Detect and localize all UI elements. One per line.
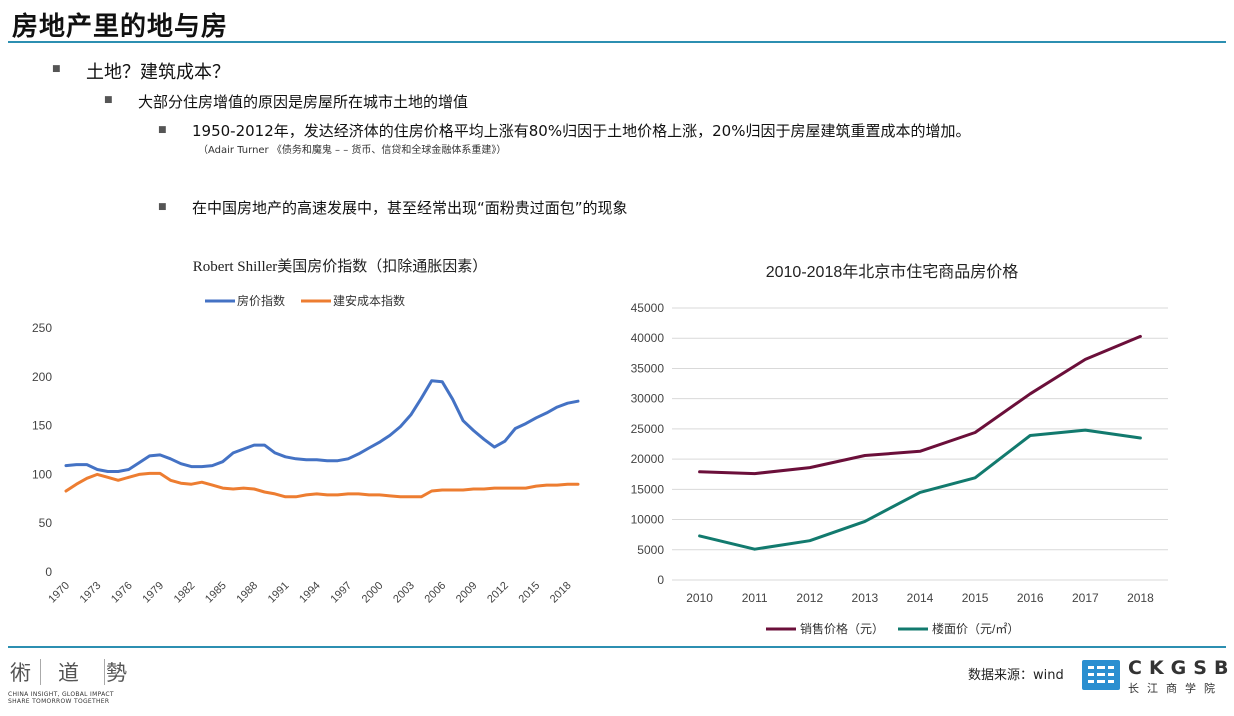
x-tick-label: 1979 [140,580,166,606]
x-tick-label: 2015 [517,580,543,606]
x-tick-label: 2016 [1017,591,1044,605]
chart1-title: Robert Shiller美国房价指数（扣除通胀因素） [193,258,488,275]
x-tick-label: 2012 [485,580,511,606]
y-tick-label: 5000 [637,543,664,557]
y-tick-label: 250 [32,321,52,335]
beijing-price-chart: 2010-2018年北京市住宅商品房价格 0 5000 10000 15000 2000… [631,263,1168,636]
shiller-chart: Robert Shiller美国房价指数（扣除通胀因素） 0 50 100 150 20… [32,258,580,606]
logo-char: 術 [10,661,31,685]
ckgsb-wordmark: CKGSB [1128,657,1234,679]
series-line-0 [64,379,580,473]
logo-char: 勢 [106,661,127,685]
ckgsb-chinese: 长江商学院 [1128,682,1223,695]
x-tick-label: 1994 [297,580,323,606]
y-tick-label: 0 [657,573,664,587]
x-tick-label: 2018 [1127,591,1154,605]
y-tick-label: 150 [32,419,52,433]
x-tick-label: 2011 [742,591,768,605]
x-tick-label: 2012 [796,591,823,605]
y-tick-label: 40000 [631,331,665,345]
bullet-1950-2012: 1950-2012年，发达经济体的住房价格平均上涨有80%归因于土地价格上涨，2… [192,122,971,140]
x-tick-label: 2000 [360,580,386,606]
x-tick-label: 2014 [907,591,934,605]
bullet-flour-bread: 在中国房地产的高速发展中，甚至经常出现“面粉贵过面包”的现象 [192,199,628,217]
legend-label: 建安成本指数 [333,293,405,308]
y-tick-label: 20000 [631,452,665,466]
bullet-marker: ■ [52,64,61,74]
y-tick-label: 100 [32,467,52,481]
y-tick-label: 200 [32,370,52,384]
x-tick-label: 2009 [454,580,480,606]
legend-label: 房价指数 [237,293,285,308]
x-tick-label: 2017 [1072,591,1099,605]
footer-divider [8,646,1226,648]
x-tick-label: 1991 [266,580,292,606]
series-line-0 [698,334,1142,476]
school-motto-logo: 術 道 勢 CHINA INSIGHT, GLOBAL IMPACT SHARE… [8,655,148,705]
bullet-marker: ■ [158,125,167,135]
x-tick-label: 2018 [548,580,574,606]
x-tick-label: 1988 [234,580,260,606]
y-tick-label: 10000 [631,513,665,527]
y-tick-label: 35000 [631,361,665,375]
bullet-marker: ■ [158,202,167,212]
series-line-1 [64,471,580,499]
x-tick-label: 2006 [422,580,448,606]
logo-tagline-2: SHARE TOMORROW TOGETHER [8,698,110,705]
logo-char: 道 [58,661,79,685]
series-line-1 [698,428,1142,551]
y-tick-label: 50 [39,516,53,530]
data-source: 数据来源：wind [968,668,1064,683]
x-tick-label: 2010 [686,591,713,605]
legend-label: 楼面价（元/㎡） [932,621,1019,636]
y-tick-label: 0 [45,565,52,579]
x-tick-label: 1970 [46,580,72,606]
x-tick-label: 1985 [203,580,229,606]
x-tick-label: 1973 [78,580,104,606]
x-tick-label: 1976 [109,580,135,606]
x-tick-label: 2013 [852,591,879,605]
x-tick-label: 1997 [328,580,354,606]
chart2-title: 2010-2018年北京市住宅商品房价格 [766,263,1019,281]
page-title: 房地产里的地与房 [12,12,229,42]
bullet-land-or-cost: 土地？建筑成本？ [86,62,230,83]
x-tick-label: 2003 [391,580,417,606]
bullet-marker: ■ [104,95,113,105]
y-tick-label: 45000 [631,301,665,315]
legend-label: 销售价格（元） [800,621,884,636]
logo-tagline-1: CHINA INSIGHT, GLOBAL IMPACT [8,691,114,698]
x-tick-label: 2015 [962,591,989,605]
title-divider [8,41,1226,43]
citation: （Adair Turner 《债务和魔鬼 – – 货币、信贷和全球金融体系重建》… [198,145,507,156]
y-tick-label: 15000 [631,482,665,496]
ckgsb-mark-icon [1082,660,1120,690]
y-tick-label: 30000 [631,392,665,406]
bullet-land-appreciation: 大部分住房增值的原因是房屋所在城市土地的增值 [138,93,469,111]
x-tick-label: 1982 [172,580,198,606]
y-tick-label: 25000 [631,422,665,436]
ckgsb-logo: CKGSB 长江商学院 [1080,656,1230,702]
